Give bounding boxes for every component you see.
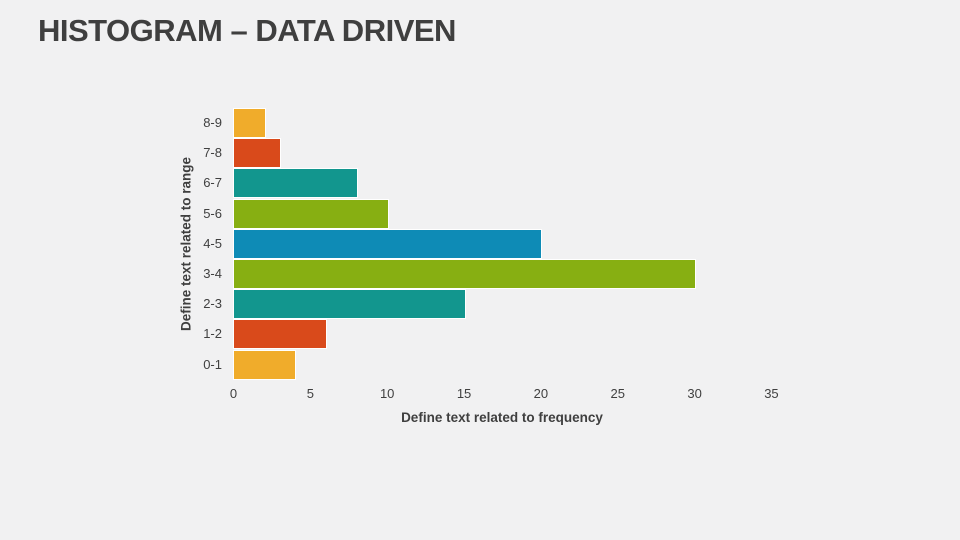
bar-4-5 — [233, 228, 543, 259]
bar-6-7 — [233, 168, 358, 199]
y-tick-label: 4-5 — [203, 235, 222, 251]
x-tick-label: 20 — [533, 386, 549, 401]
y-tick-label: 8-9 — [203, 115, 222, 130]
bar-2-3 — [233, 289, 466, 320]
x-tick-label: 35 — [764, 386, 779, 401]
y-tick-label: 1-2 — [203, 326, 222, 342]
x-axis-title: Define text related to frequency — [401, 410, 603, 425]
bar-5-6 — [233, 198, 389, 229]
x-tick-label: 10 — [379, 386, 395, 401]
x-tick-label: 25 — [610, 386, 625, 401]
y-tick-label: 2-3 — [203, 296, 222, 312]
y-tick-label: 3-4 — [203, 266, 222, 281]
y-tick-label: 5-6 — [203, 205, 222, 221]
y-tick-label: 0-1 — [203, 356, 222, 372]
x-tick-label: 30 — [687, 386, 702, 401]
x-tick-label: 5 — [306, 386, 314, 401]
bar-3-4 — [233, 259, 697, 289]
bar-8-9 — [233, 108, 266, 138]
y-tick-label: 7-8 — [203, 145, 222, 161]
y-tick-label: 6-7 — [203, 175, 222, 191]
x-tick-label: 0 — [229, 386, 238, 401]
page-title: HISTOGRAM – DATA DRIVEN — [38, 13, 456, 48]
x-tick-label: 15 — [456, 386, 472, 401]
bar-7-8 — [233, 138, 282, 169]
bar-1-2 — [233, 319, 328, 350]
bar-0-1 — [233, 349, 297, 380]
